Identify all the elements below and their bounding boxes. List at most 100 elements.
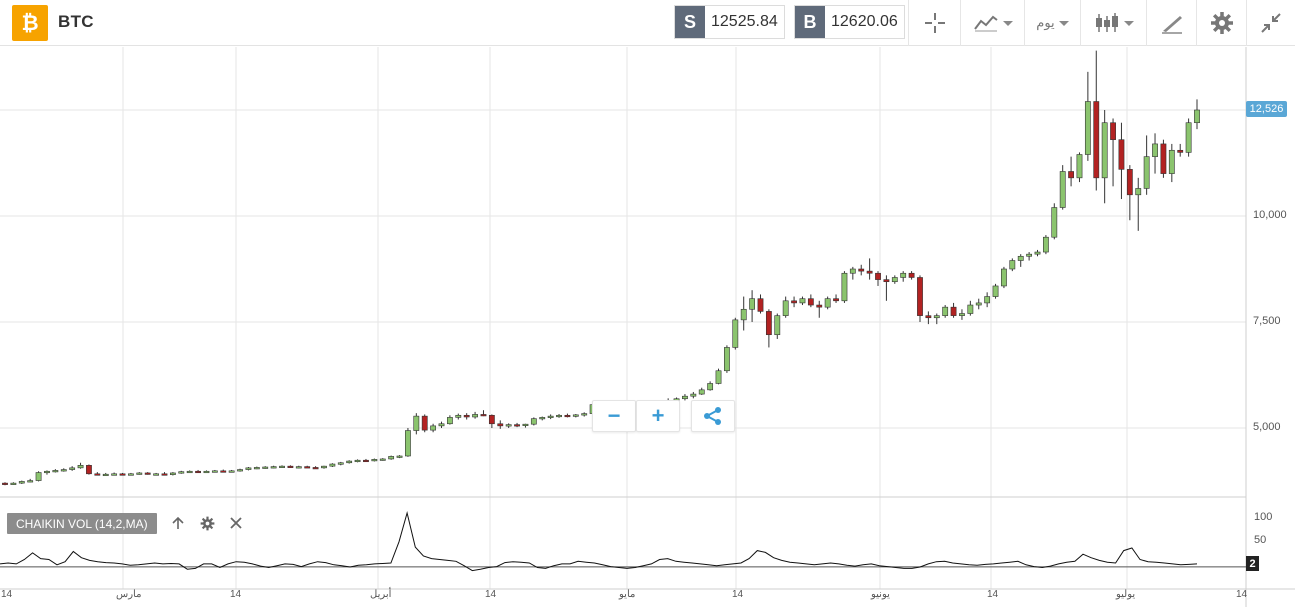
candle [724,347,730,372]
x-axis-label: مارس [116,589,142,600]
candle [144,472,151,475]
sell-tag: S [675,6,705,38]
candle [44,470,50,474]
chart-type-dropdown[interactable] [960,0,1024,46]
candle [1160,143,1167,174]
candle [446,417,453,425]
candle [488,414,495,425]
chevron-down-icon [1058,20,1069,26]
share-button[interactable] [691,400,735,432]
candle [1084,101,1091,155]
sell-price-button[interactable]: S 12525.84 [674,5,785,39]
line-chart-type-icon [973,15,998,32]
x-axis-label: أبريل [370,589,392,600]
candle [480,414,487,417]
timeframe-label: يوم [1036,15,1055,30]
indicator-settings-icon[interactable] [198,514,216,532]
candle [1168,149,1175,174]
minimize-button[interactable] [1246,0,1295,46]
candle [94,473,101,476]
candle [774,315,781,336]
candle [497,423,504,427]
indicator-y-label: 50 [1254,534,1267,546]
candle [1152,143,1158,157]
x-axis-label: يوليو [1116,589,1136,600]
candle [959,313,965,316]
candle [698,389,705,395]
x-axis-label: 14 [1,589,13,600]
candle [1093,101,1100,179]
current-price-label: 12,526 [1246,101,1287,117]
candle [975,302,982,306]
buy-price-button[interactable]: B 12620.06 [794,5,905,39]
candle [396,455,403,458]
move-up-icon[interactable] [169,514,187,532]
candle [119,473,126,476]
candle [682,395,688,400]
candle [1034,251,1041,255]
candle [891,277,898,283]
candle [455,414,462,418]
indicator-line [0,511,1198,572]
candle [388,456,395,460]
zoom-in-button[interactable]: + [636,400,680,432]
indicator-current-value: 2 [1246,556,1259,571]
settings-button[interactable] [1196,0,1246,46]
candle [86,465,92,475]
candle [312,467,319,470]
candle [2,482,8,485]
candle [782,300,789,316]
zoom-out-button[interactable]: − [592,400,636,432]
candle [1068,171,1074,179]
candle [220,470,227,473]
candle [304,466,311,469]
x-axis-label: يونيو [871,589,890,600]
candle [1009,260,1016,270]
buy-price: 12620.06 [825,6,904,38]
candle [363,459,369,463]
candle [984,296,991,304]
y-axis-label: 10,000 [1253,209,1287,221]
crosshair-icon [924,13,945,33]
candle [556,414,562,418]
candle [900,272,907,278]
price-chart[interactable] [0,47,1295,607]
x-axis-label: 14 [987,589,999,600]
x-axis-label: 14 [732,589,744,600]
candle [967,304,974,314]
bitcoin-logo-icon: ₿ [12,5,48,41]
indicator-y-label: 100 [1254,511,1273,523]
crosshair-button[interactable] [908,0,960,46]
candle [925,315,932,319]
sell-price: 12525.84 [705,6,784,38]
candle [1118,139,1125,170]
candle [933,315,940,319]
timeframe-dropdown[interactable]: يوم [1024,0,1080,46]
candle-style-dropdown[interactable] [1080,0,1146,46]
candle [1076,154,1083,179]
candle [27,480,34,483]
close-icon[interactable] [227,514,245,532]
candle [1185,122,1192,153]
candlestick-type-icon [1095,13,1118,32]
candle [841,272,848,302]
candle [245,467,252,470]
y-axis-label: 7,500 [1253,315,1281,327]
drawing-tools-button[interactable] [1146,0,1196,46]
candle [530,418,537,425]
candle [833,298,839,302]
candle [514,424,520,427]
x-axis-label: مايو [619,589,636,600]
candle [35,472,42,481]
candle [337,462,344,465]
candle [1110,122,1116,140]
candle [950,306,957,316]
candle [992,285,999,297]
candle [413,415,420,431]
candle [128,473,134,476]
candle [917,277,923,316]
candle [942,306,949,316]
candle [1026,253,1033,257]
indicator-label[interactable]: CHAIKIN VOL (14,2,MA) [7,513,157,534]
candle [379,458,386,461]
